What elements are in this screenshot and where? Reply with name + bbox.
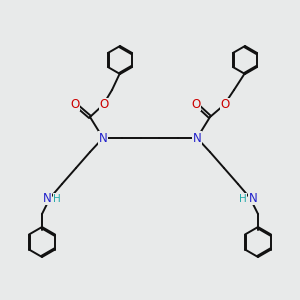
Text: O: O bbox=[191, 98, 201, 110]
Text: H: H bbox=[53, 194, 61, 204]
Text: O: O bbox=[70, 98, 80, 110]
Text: N: N bbox=[43, 191, 51, 205]
Text: N: N bbox=[99, 131, 107, 145]
Text: N: N bbox=[249, 191, 257, 205]
Text: O: O bbox=[220, 98, 230, 112]
Text: N: N bbox=[193, 131, 201, 145]
Text: H: H bbox=[239, 194, 247, 204]
Text: O: O bbox=[99, 98, 109, 112]
